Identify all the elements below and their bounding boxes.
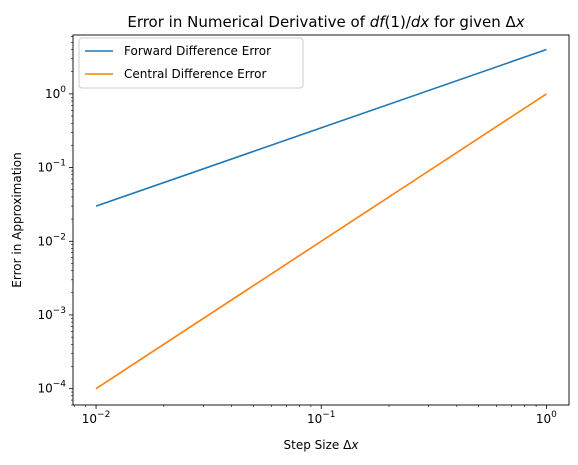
y-axis: 10−4 10−3 10−2 10−1 100 [37,36,73,406]
x-axis-label: Step Size Δx [284,438,360,452]
y-tick-label: 10−1 [37,159,66,175]
x-tick-label: 10−2 [82,410,111,426]
y-tick-label: 10−3 [37,306,66,322]
plot-area [95,48,547,390]
legend-label-2: Central Difference Error [124,67,267,81]
y-tick-label: 100 [45,85,66,101]
legend: Forward Difference Error Central Differen… [78,37,304,89]
y-axis-label: Error in Approximation [10,152,24,287]
legend-label-1: Forward Difference Error [124,44,271,58]
x-axis: 10−2 10−1 100 [73,405,557,426]
y-tick-label: 10−4 [37,380,66,396]
series-line-1 [95,48,547,207]
chart-title: Error in Numerical Derivative of df(1)/d… [127,13,524,31]
series-line-2 [95,93,547,390]
legend-box [78,37,304,89]
x-tick-label: 10−1 [307,410,336,426]
x-tick-label: 100 [536,410,557,426]
plot-frame [72,34,570,406]
y-tick-label: 10−2 [37,232,66,248]
